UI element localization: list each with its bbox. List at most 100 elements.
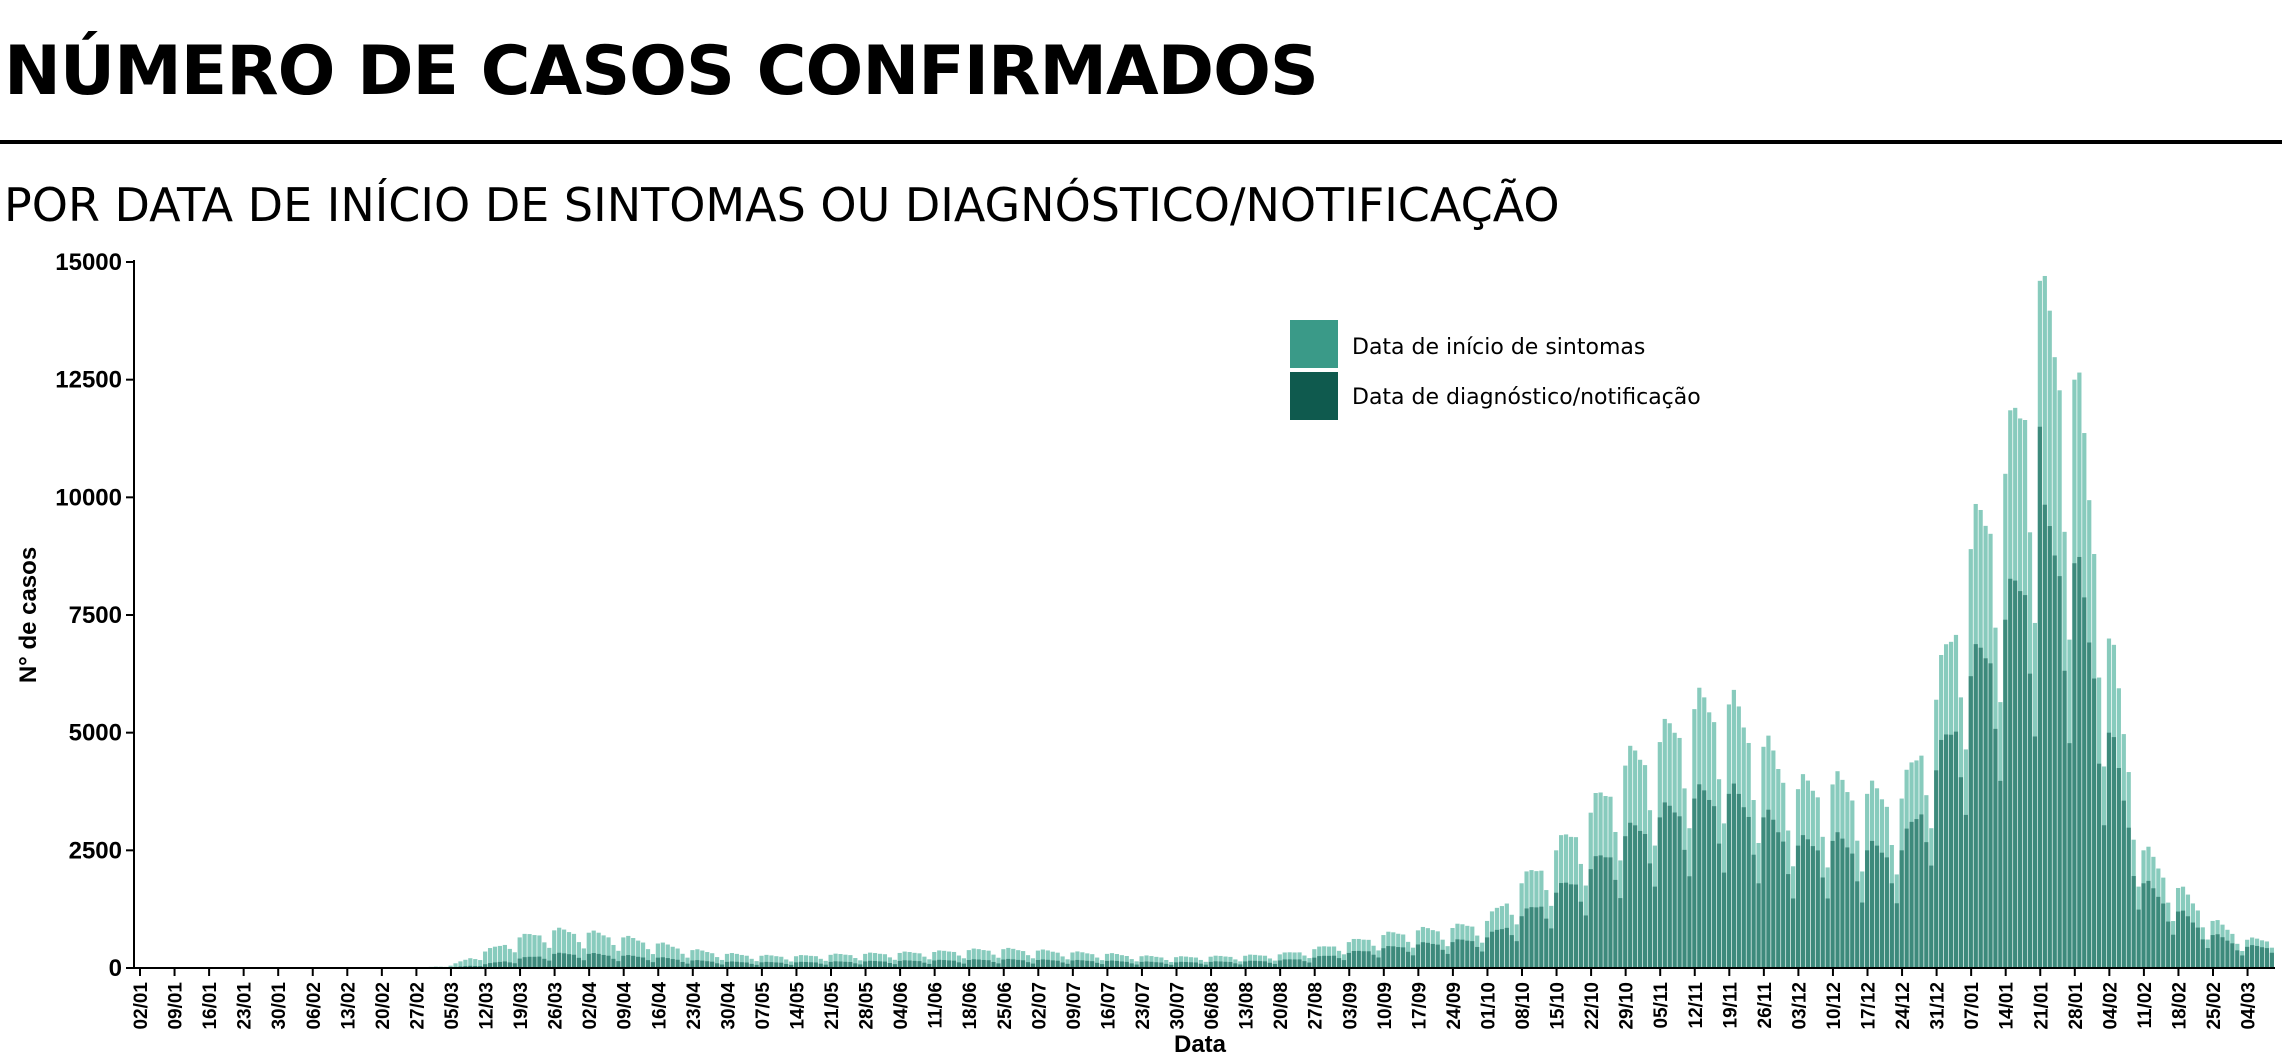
bar-diagnosis	[1899, 850, 1904, 968]
bar-diagnosis	[1968, 676, 1973, 968]
bar-diagnosis	[2230, 943, 2235, 968]
bar-diagnosis	[927, 963, 932, 968]
bar-diagnosis	[1647, 863, 1653, 968]
x-tick-label: 14/05	[787, 982, 808, 1030]
bar-diagnosis	[1475, 946, 1480, 968]
bar-diagnosis	[1697, 784, 1702, 968]
x-tick-label: 18/06	[960, 982, 981, 1030]
y-tick-label: 0	[109, 955, 122, 982]
bar-diagnosis	[1035, 960, 1041, 968]
bar-symptoms	[1065, 959, 1070, 968]
bar-diagnosis	[744, 962, 749, 968]
bar-symptoms	[749, 958, 754, 968]
bar-symptoms	[1090, 954, 1095, 968]
bar-diagnosis	[2022, 595, 2028, 968]
bar-diagnosis	[2042, 504, 2047, 968]
bar-diagnosis	[680, 961, 685, 968]
bar-symptoms	[912, 952, 917, 968]
bar-diagnosis	[1134, 964, 1139, 968]
bar-diagnosis	[1731, 783, 1736, 968]
bar-diagnosis	[611, 958, 616, 968]
bar-symptoms	[631, 938, 636, 968]
bar-diagnosis	[1346, 952, 1351, 968]
bar-diagnosis	[784, 963, 789, 968]
bar-diagnosis	[1154, 962, 1159, 968]
bar-diagnosis	[1312, 957, 1317, 968]
chart-title: NÚMERO DE CASOS CONFIRMADOS	[4, 32, 1319, 111]
x-tick-label: 17/12	[1859, 982, 1880, 1030]
bar-diagnosis	[2062, 670, 2067, 968]
bar-diagnosis	[547, 960, 552, 968]
bar-diagnosis	[848, 961, 853, 968]
bar-diagnosis	[527, 956, 532, 968]
bar-diagnosis	[2190, 922, 2195, 968]
bar-diagnosis	[2141, 883, 2146, 968]
bar-diagnosis	[1953, 731, 1959, 968]
bar-symptoms	[961, 958, 966, 968]
bar-diagnosis	[1874, 845, 1880, 968]
bar-diagnosis	[882, 961, 888, 968]
bar-diagnosis	[586, 953, 591, 968]
bar-diagnosis	[1011, 959, 1016, 968]
bar-diagnosis	[2097, 763, 2102, 968]
bar-diagnosis	[2027, 673, 2033, 968]
bar-diagnosis	[1613, 879, 1618, 968]
bar-diagnosis	[922, 962, 927, 968]
bar-diagnosis	[581, 960, 586, 968]
x-tick-label: 02/01	[131, 982, 152, 1030]
bar-symptoms	[1025, 955, 1031, 968]
x-tick-label: 16/01	[200, 982, 221, 1030]
x-tick-label: 28/01	[2066, 982, 2087, 1030]
x-tick-label: 14/01	[1997, 982, 2018, 1030]
bar-diagnosis	[507, 962, 512, 968]
bar-diagnosis	[1855, 881, 1860, 968]
bar-diagnosis	[690, 960, 695, 968]
axes-layer: 0 2500 5000 7500 10000 12500 15000 02/01 09/01 16…	[55, 249, 2275, 1030]
x-tick-label: 06/08	[1202, 982, 1223, 1030]
bar-diagnosis	[2032, 736, 2038, 968]
bar-symptoms	[532, 935, 537, 968]
bar-diagnosis	[1657, 817, 1662, 968]
bar-diagnosis	[937, 959, 942, 968]
bar-diagnosis	[966, 960, 971, 968]
bar-symptoms	[601, 935, 606, 968]
x-tick-label: 05/03	[442, 982, 463, 1030]
bar-diagnosis	[823, 964, 828, 968]
bar-symptoms	[522, 933, 527, 968]
bar-symptoms	[1045, 950, 1050, 968]
bar-diagnosis	[1480, 951, 1485, 968]
bar-diagnosis	[818, 963, 823, 968]
bar-diagnosis	[1341, 960, 1347, 968]
bar-diagnosis	[1396, 947, 1401, 968]
bar-diagnosis	[2072, 563, 2077, 968]
bar-diagnosis	[631, 955, 636, 968]
bar-diagnosis	[1183, 961, 1189, 968]
bar-diagnosis	[1336, 958, 1342, 968]
bar-symptoms	[473, 959, 478, 968]
bar-diagnosis	[1356, 950, 1361, 968]
bar-diagnosis	[2131, 876, 2136, 968]
bar-symptoms	[705, 952, 710, 968]
bar-diagnosis	[1420, 942, 1426, 968]
bar-diagnosis	[1248, 960, 1253, 968]
bar-diagnosis	[640, 957, 646, 968]
bar-diagnosis	[1845, 847, 1850, 968]
bar-symptoms	[710, 953, 715, 968]
bar-symptoms	[487, 948, 493, 968]
bar-diagnosis	[1213, 961, 1218, 968]
bar-symptoms	[1070, 952, 1075, 968]
bar-diagnosis	[670, 959, 675, 968]
bar-diagnosis	[1095, 962, 1100, 968]
bar-diagnosis	[1090, 961, 1095, 968]
x-tick-label: 06/02	[304, 982, 325, 1030]
bar-diagnosis	[1401, 947, 1406, 968]
bar-symptoms	[483, 951, 488, 968]
bar-diagnosis	[1637, 830, 1643, 968]
bar-symptoms	[872, 953, 878, 968]
bar-diagnosis	[532, 956, 537, 968]
bar-diagnosis	[1524, 908, 1529, 968]
x-tick-label: 29/10	[1617, 982, 1638, 1030]
bar-diagnosis	[1174, 962, 1179, 968]
bar-diagnosis	[1726, 793, 1732, 968]
bar-diagnosis	[2013, 580, 2018, 968]
